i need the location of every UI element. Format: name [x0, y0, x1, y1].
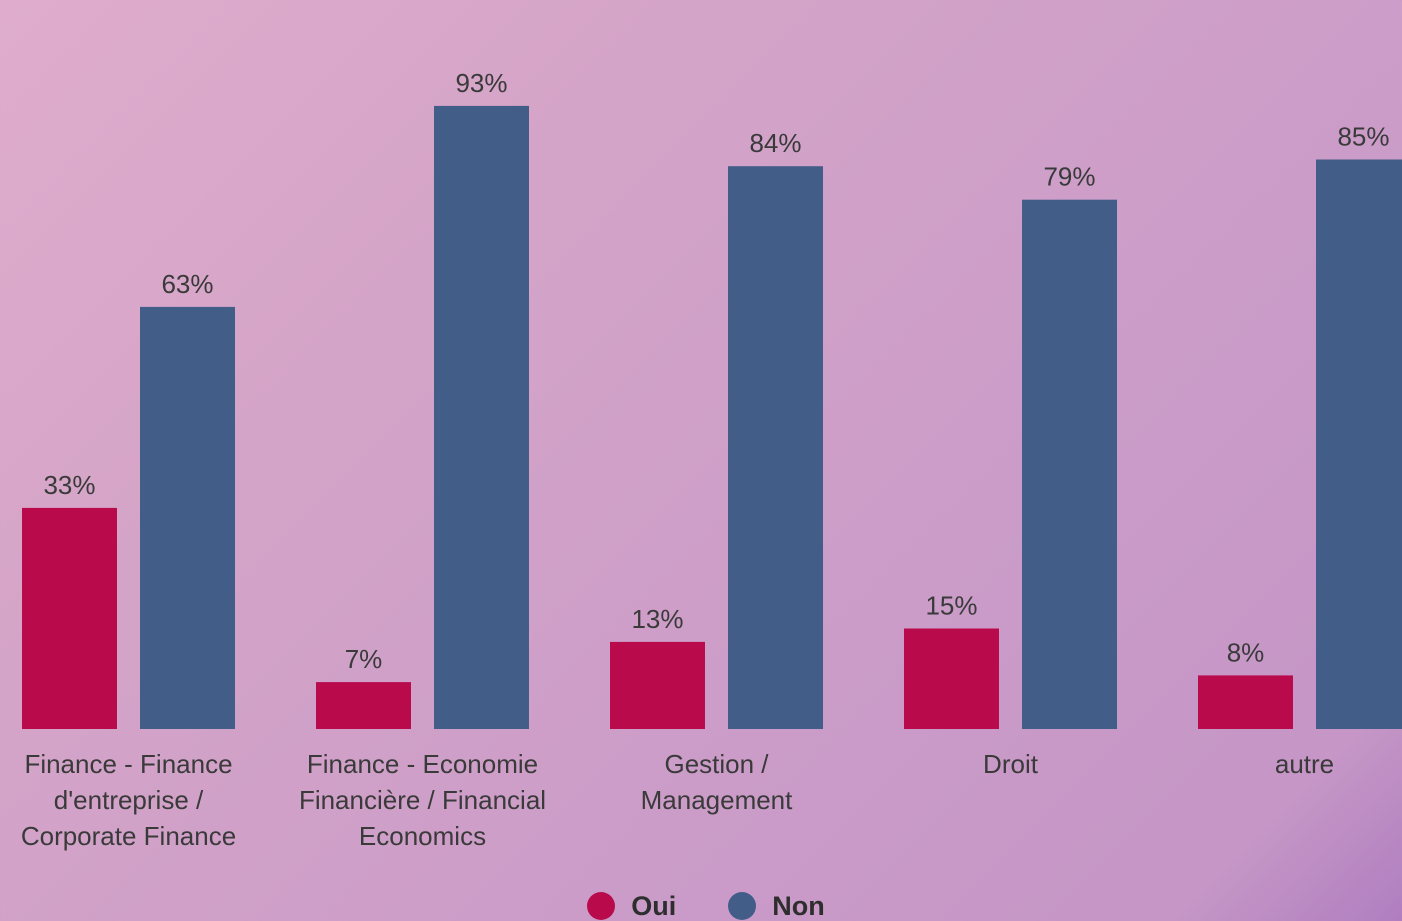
bar-oui-0[interactable]	[22, 507, 117, 729]
legend-label-oui: Oui	[631, 890, 677, 921]
chart-legend: Oui Non	[0, 888, 1402, 921]
bar-oui-1[interactable]	[316, 682, 411, 729]
data-label-oui-0: 33%	[43, 470, 95, 500]
bar-oui-4[interactable]	[1198, 675, 1293, 729]
category-label-4-line-0: autre	[1275, 749, 1334, 779]
data-label-non-2: 84%	[749, 128, 801, 158]
category-label-2-line-1: Management	[641, 785, 794, 815]
bar-oui-3[interactable]	[904, 628, 999, 730]
legend-label-non: Non	[772, 890, 825, 921]
data-label-oui-4: 8%	[1227, 637, 1265, 667]
data-label-oui-2: 13%	[631, 604, 683, 634]
bar-oui-2[interactable]	[610, 641, 705, 729]
legend-item-non[interactable]: Non	[728, 890, 825, 921]
category-label-3-line-0: Droit	[983, 749, 1039, 779]
category-label-0-line-0: Finance - Finance	[24, 749, 232, 779]
bar-non-0[interactable]	[140, 306, 235, 729]
legend-swatch-oui	[587, 892, 616, 920]
category-label-1-line-0: Finance - Economie	[307, 749, 538, 779]
legend-item-oui[interactable]: Oui	[587, 891, 676, 921]
data-label-non-4: 85%	[1337, 122, 1389, 152]
bar-non-1[interactable]	[434, 105, 529, 729]
bar-non-4[interactable]	[1316, 159, 1402, 730]
category-label-2-line-0: Gestion /	[664, 749, 769, 779]
data-label-oui-1: 7%	[345, 644, 383, 674]
data-label-non-1: 93%	[455, 68, 507, 98]
data-label-oui-3: 15%	[925, 591, 977, 621]
legend-swatch-non	[728, 892, 757, 920]
category-label-0-line-2: Corporate Finance	[21, 821, 236, 851]
data-label-non-0: 63%	[161, 269, 213, 299]
bar-non-3[interactable]	[1022, 199, 1117, 729]
category-label-1-line-1: Financière / Financial	[299, 785, 546, 815]
bar-non-2[interactable]	[728, 166, 823, 729]
category-label-1-line-2: Economics	[359, 821, 486, 851]
category-label-0-line-1: d'entreprise /	[54, 785, 204, 815]
data-label-non-3: 79%	[1043, 162, 1095, 192]
